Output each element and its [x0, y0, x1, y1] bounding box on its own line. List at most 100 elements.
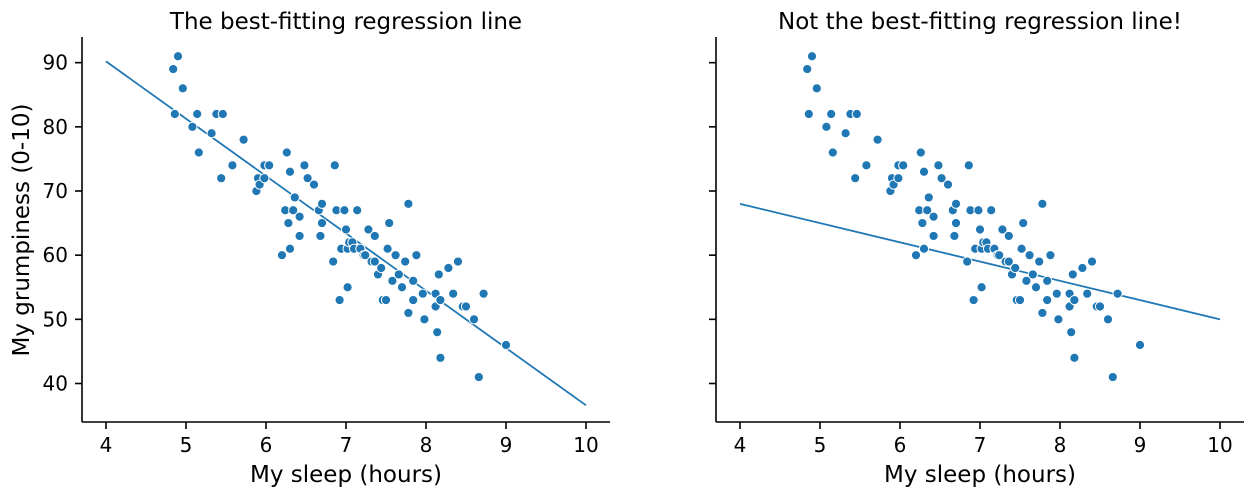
right-data-point	[806, 51, 818, 62]
right-data-point	[1030, 282, 1042, 293]
left-y-axis-title: My grumpiness (0-10)	[9, 104, 35, 357]
left-data-point	[369, 230, 380, 242]
right-data-point	[1107, 371, 1118, 383]
right-data-point	[928, 230, 939, 242]
right-data-point	[1010, 262, 1021, 274]
right-data-point	[910, 250, 922, 261]
left-data-point	[283, 217, 294, 229]
left-y-tick-label: 70	[43, 179, 68, 203]
right-data-point	[922, 205, 933, 216]
left-data-point	[340, 224, 352, 235]
left-data-point	[187, 121, 198, 132]
right-data-point	[968, 294, 979, 306]
left-data-point	[289, 192, 300, 203]
left-data-point	[206, 128, 217, 139]
left-data-point	[384, 217, 395, 229]
right-data-point	[1112, 288, 1123, 299]
left-data-point	[396, 282, 408, 293]
left-data-point	[216, 173, 227, 184]
left-data-point	[276, 250, 288, 261]
right-data-point	[917, 217, 928, 229]
left-data-point	[408, 294, 419, 306]
right-data-point	[1102, 314, 1114, 325]
right-data-point	[861, 160, 872, 171]
right-data-point	[1014, 294, 1026, 306]
left-data-point	[227, 160, 238, 171]
right-data-point	[950, 217, 962, 229]
left-data-point	[342, 282, 353, 293]
left-x-tick-label: 9	[500, 433, 513, 457]
left-data-point	[380, 294, 392, 306]
right-data-point	[802, 63, 813, 75]
right-data-point	[933, 160, 944, 171]
left-data-point	[363, 224, 374, 235]
right-data-point	[803, 108, 814, 120]
left-data-point	[328, 256, 339, 267]
left-data-point	[452, 256, 464, 267]
left-x-tick-label: 8	[420, 433, 433, 457]
left-y-tick-label: 40	[43, 372, 68, 396]
right-x-tick-label: 9	[1134, 433, 1147, 457]
left-data-point	[288, 205, 299, 216]
left-data-point	[387, 275, 398, 286]
left-data-point	[193, 147, 204, 158]
left-x-axis-title: My sleep (hours)	[250, 462, 442, 488]
right-data-point	[936, 173, 947, 184]
right-data-point	[974, 224, 986, 235]
left-data-point	[403, 198, 414, 209]
right-data-point	[821, 121, 832, 132]
left-data-point	[294, 230, 305, 242]
right-x-tick-label: 4	[734, 433, 747, 457]
left-data-point	[411, 250, 422, 261]
left-data-point	[390, 250, 401, 261]
right-data-point	[1134, 339, 1146, 351]
right-data-point	[949, 230, 960, 242]
right-regression-line	[739, 202, 1221, 321]
right-data-point	[1069, 352, 1080, 363]
right-data-point	[1069, 294, 1080, 306]
right-data-point	[811, 83, 822, 94]
right-data-point	[973, 205, 984, 216]
right-data-point	[997, 224, 1008, 235]
left-data-point	[435, 294, 446, 306]
right-data-point	[962, 256, 973, 267]
right-data-point	[850, 173, 861, 184]
right-data-point	[1082, 288, 1093, 299]
left-data-point	[478, 288, 489, 299]
left-data-point	[443, 262, 454, 274]
left-data-point	[403, 307, 414, 319]
right-data-point	[994, 250, 1005, 261]
left-data-point	[448, 288, 459, 299]
left-data-point	[192, 108, 203, 120]
right-data-point	[1042, 275, 1053, 286]
right-data-point	[918, 243, 930, 254]
right-data-point	[1034, 256, 1045, 267]
left-data-point	[329, 160, 340, 171]
right-x-tick-label: 7	[974, 433, 987, 457]
right-data-point	[1094, 301, 1106, 312]
left-data-point	[281, 147, 292, 158]
left-data-point	[299, 160, 310, 171]
left-data-point	[393, 269, 404, 280]
right-data-point	[942, 179, 954, 190]
left-data-point	[259, 173, 270, 184]
left-data-point	[217, 108, 228, 120]
right-data-point	[918, 166, 930, 177]
left-data-point	[308, 179, 320, 190]
left-data-point	[315, 230, 326, 242]
left-x-tick-label: 5	[180, 433, 193, 457]
left-data-point	[339, 205, 350, 216]
right-data-point	[1037, 198, 1048, 209]
left-data-point	[169, 108, 180, 120]
left-y-tick-label: 90	[43, 51, 68, 75]
left-y-tick-label: 60	[43, 243, 68, 267]
left-data-point	[352, 205, 363, 216]
left-data-point	[316, 217, 328, 229]
right-data-point	[1053, 314, 1064, 325]
right-data-point	[1003, 230, 1014, 242]
left-data-point	[316, 198, 328, 209]
right-data-point	[1027, 269, 1038, 280]
left-panel: The best-fitting regression line My slee…	[9, 9, 610, 488]
right-data-point	[840, 128, 851, 139]
right-data-point	[1037, 307, 1048, 319]
